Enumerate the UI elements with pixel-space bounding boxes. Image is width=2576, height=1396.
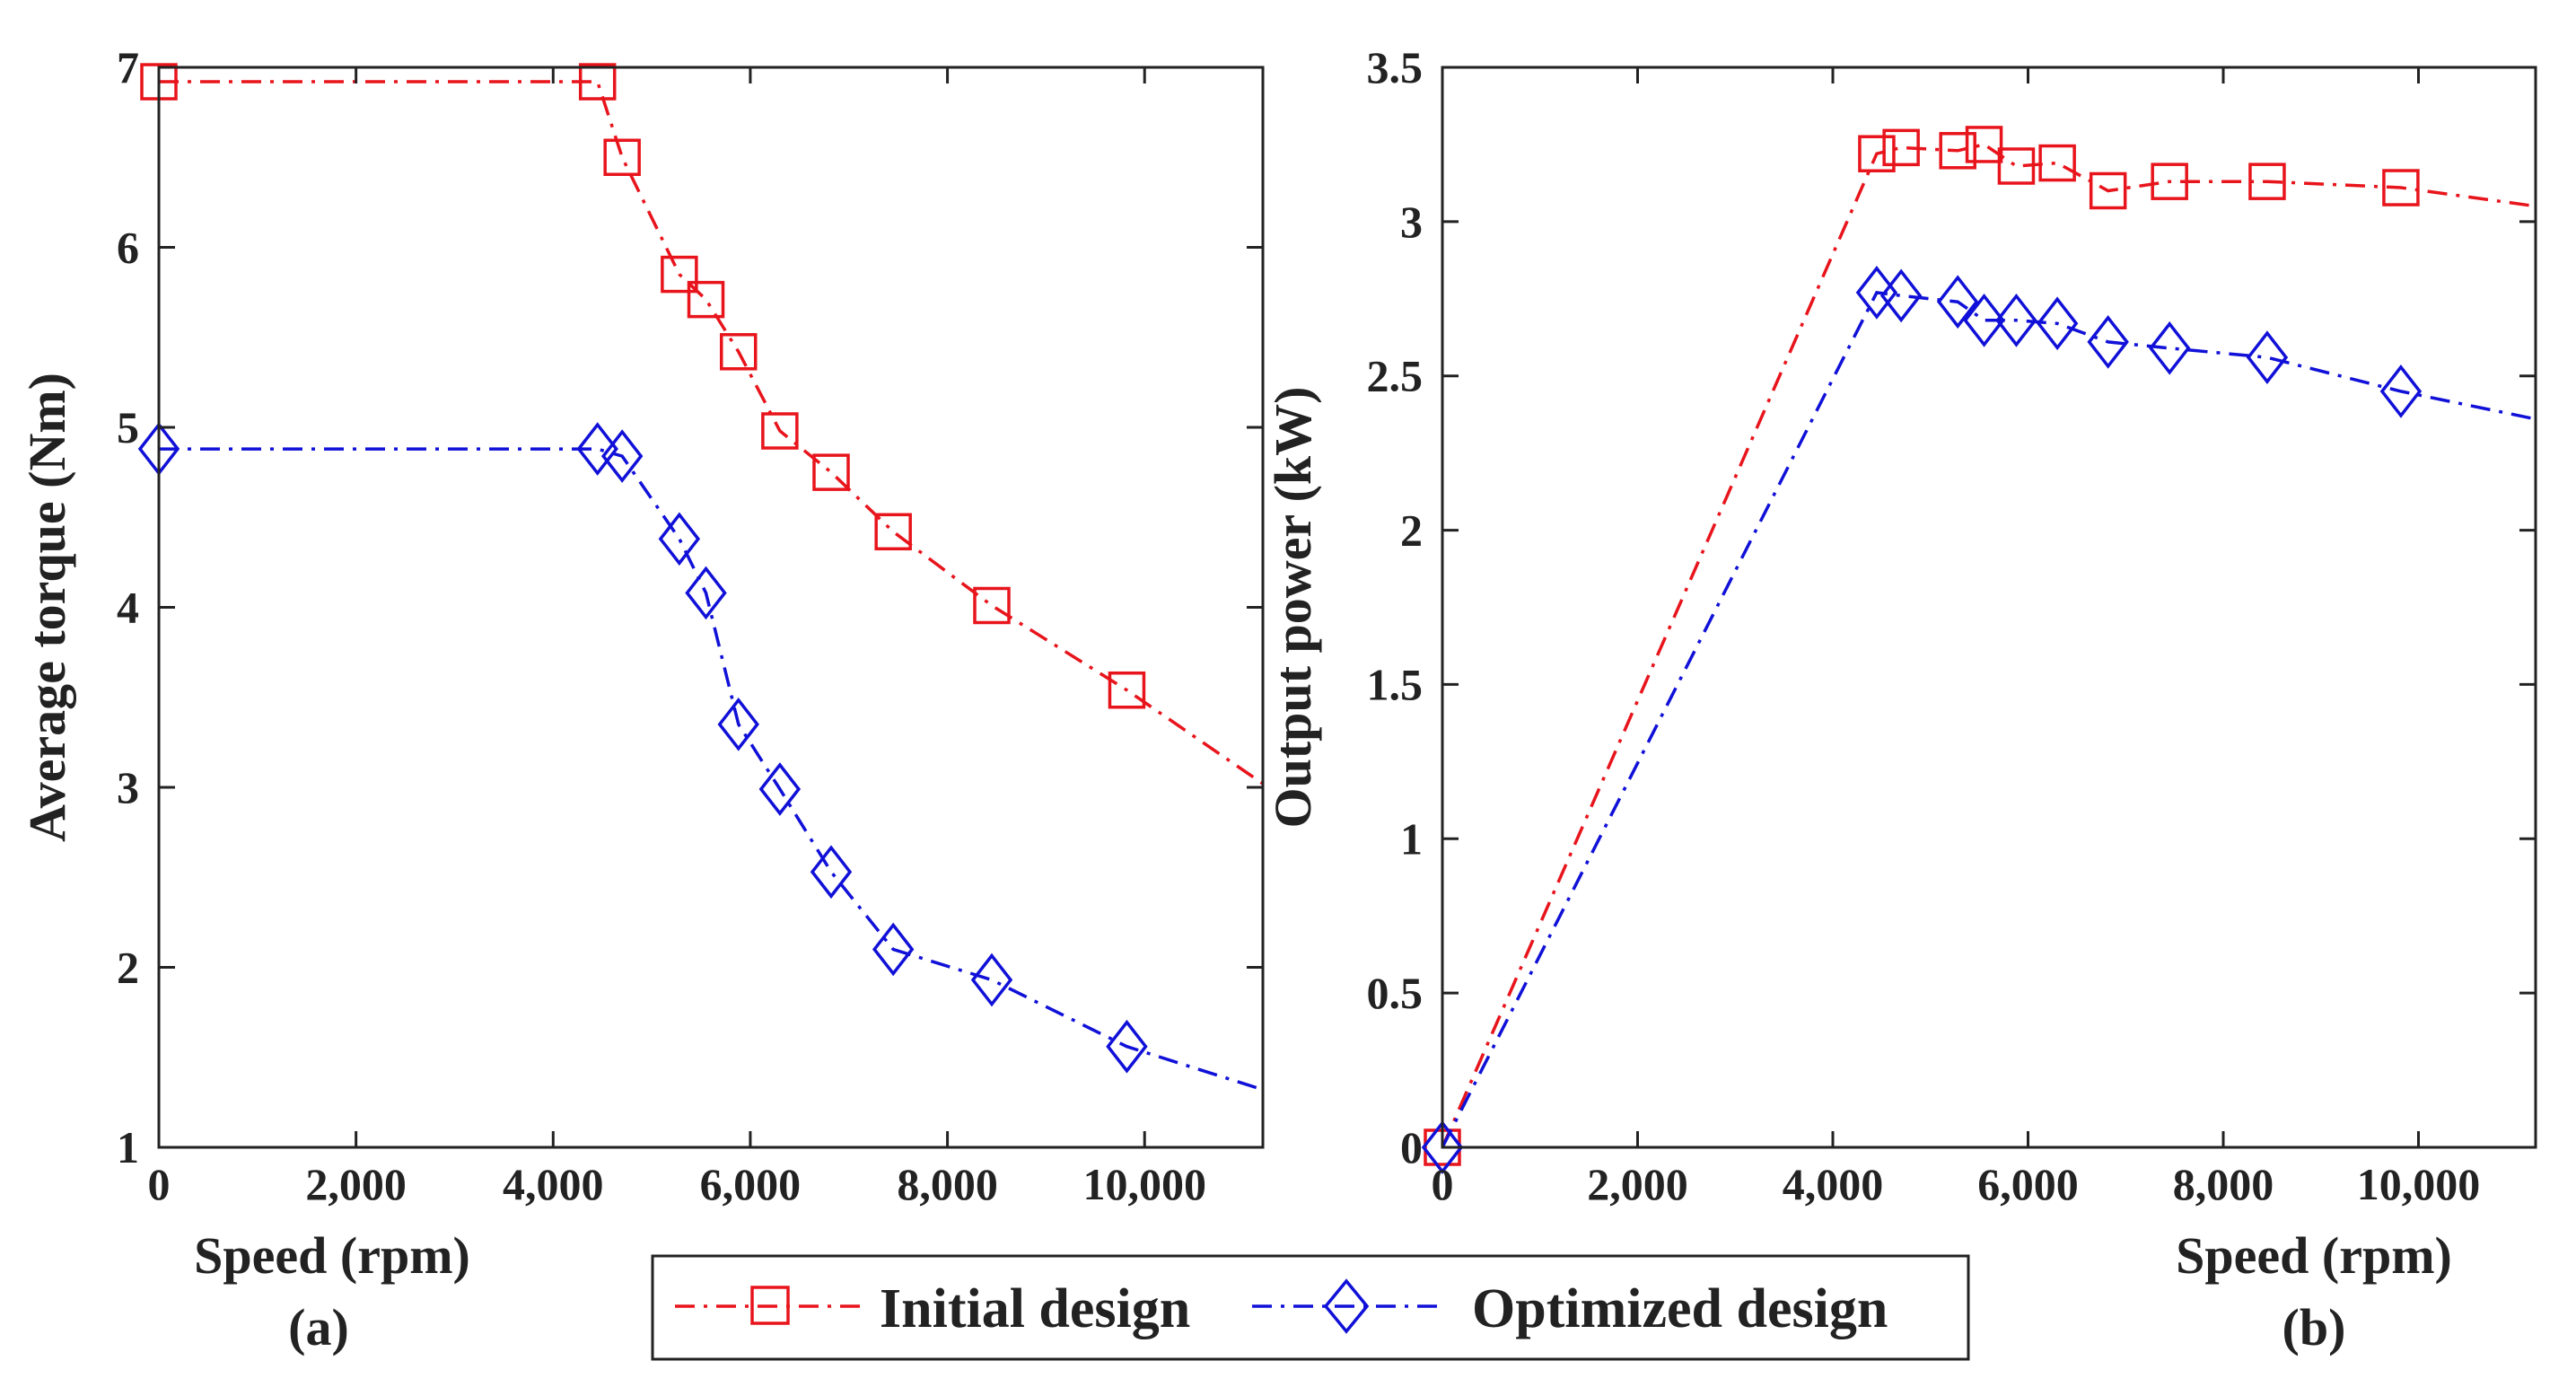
panel-a-x-axis-label: Speed (rpm)	[194, 1226, 470, 1285]
series-line-initial-design	[1441, 143, 2537, 1148]
data-point-square	[2382, 169, 2420, 206]
data-point-square	[1108, 671, 1146, 709]
panel-b-ticks: 0 2,000 4,000 6,000 8,000 10,000 0 0.5 1 1.5 2 2.5 3…	[1367, 42, 2536, 1209]
legend: Initial design Optimized design	[651, 1254, 1970, 1361]
series-line-optimized-design	[1441, 291, 2537, 1148]
data-point-square	[687, 280, 725, 319]
data-point-diamond	[600, 429, 644, 483]
panel-a-label: (a)	[288, 1298, 349, 1356]
data-point-square	[2089, 171, 2127, 210]
panel-a-torque-chart: 0 2,000 4,000 6,000 8,000 10,000 1 2 3 4 5 6 7 Speed…	[18, 42, 1265, 1356]
data-point-diamond	[2036, 296, 2079, 351]
y-tick-label: 3	[1400, 197, 1423, 247]
legend-label-optimized-design: Optimized design	[1472, 1278, 1888, 1339]
data-point-diamond	[2087, 315, 2129, 369]
data-point-diamond	[758, 762, 802, 816]
x-tick-label: 2,000	[305, 1159, 407, 1209]
panel-b-plot-area	[1421, 126, 2537, 1174]
y-tick-label: 3	[117, 762, 139, 812]
legend-label-initial-design: Initial design	[880, 1278, 1190, 1339]
y-tick-label: 2	[1400, 505, 1423, 556]
x-tick-label: 4,000	[503, 1159, 604, 1209]
x-tick-label: 8,000	[2173, 1159, 2274, 1209]
panel-b-axes-frame	[1441, 66, 2537, 1149]
data-point-diamond	[970, 953, 1013, 1007]
panel-b-power-chart: 0 2,000 4,000 6,000 8,000 10,000 0 0.5 1 1.5 2 2.5 3…	[1264, 42, 2537, 1356]
y-tick-label: 5	[117, 402, 139, 452]
data-point-square	[761, 412, 799, 450]
x-tick-label: 10,000	[1082, 1159, 1206, 1209]
data-point-diamond	[1421, 1120, 1464, 1174]
y-tick-label: 2	[117, 943, 139, 993]
data-point-square	[603, 138, 641, 176]
y-tick-label: 2.5	[1367, 351, 1424, 401]
legend-item-initial-design: Initial design	[675, 1278, 1190, 1339]
data-point-diamond	[2379, 364, 2423, 418]
data-point-diamond	[1995, 293, 2037, 347]
y-tick-label: 1	[1400, 813, 1423, 864]
x-tick-label: 6,000	[700, 1159, 802, 1209]
data-point-square	[1997, 147, 2036, 185]
panel-b-x-axis-label: Speed (rpm)	[2176, 1226, 2452, 1285]
y-tick-label: 4	[117, 583, 139, 633]
panel-a-axes-frame	[157, 66, 1265, 1149]
data-point-square	[812, 453, 850, 491]
data-point-diamond	[1936, 275, 1979, 329]
x-tick-label: 2,000	[1587, 1159, 1688, 1209]
panel-b-y-axis-label: Output power (kW)	[1264, 387, 1322, 829]
data-point-diamond	[576, 422, 618, 476]
data-point-square	[2248, 162, 2286, 200]
data-point-diamond	[2246, 330, 2289, 384]
data-point-diamond	[658, 512, 701, 566]
x-tick-label: 8,000	[897, 1159, 998, 1209]
data-point-diamond	[810, 845, 853, 900]
panel-a-plot-area	[137, 63, 1264, 1092]
data-point-square	[2151, 162, 2188, 200]
y-tick-label: 3.5	[1367, 42, 1424, 92]
data-point-square	[874, 513, 912, 551]
data-point-diamond	[717, 697, 759, 751]
data-point-square	[578, 63, 617, 101]
data-point-diamond	[872, 922, 915, 977]
x-tick-label: 10,000	[2357, 1159, 2481, 1209]
legend-diamond-marker	[1323, 1278, 1370, 1334]
data-point-diamond	[685, 566, 727, 620]
data-point-diamond	[2148, 320, 2191, 375]
data-point-square	[1939, 132, 1976, 170]
legend-square-marker	[750, 1286, 790, 1325]
data-point-diamond	[1106, 1019, 1148, 1074]
y-tick-label: 1	[117, 1122, 139, 1172]
data-point-square	[1965, 126, 2003, 163]
series-line-initial-design	[159, 80, 1264, 786]
data-point-square	[720, 333, 758, 371]
panel-a-y-axis-label: Average torque (Nm)	[18, 373, 76, 842]
panel-b-label: (b)	[2282, 1298, 2346, 1356]
x-tick-label: 4,000	[1783, 1159, 1884, 1209]
y-tick-label: 1.5	[1367, 659, 1424, 709]
data-point-square	[2038, 144, 2076, 182]
data-point-diamond	[1879, 268, 1923, 323]
data-point-square	[661, 255, 698, 294]
data-point-square	[1882, 128, 1920, 167]
x-tick-label: 0	[1432, 1159, 1454, 1209]
x-tick-label: 0	[148, 1159, 171, 1209]
y-tick-label: 0.5	[1367, 968, 1424, 1018]
series-line-optimized-design	[159, 447, 1264, 1092]
x-tick-label: 6,000	[1977, 1159, 2079, 1209]
y-tick-label: 6	[117, 223, 139, 273]
legend-item-optimized-design: Optimized design	[1252, 1278, 1888, 1339]
data-point-square	[1858, 135, 1896, 172]
data-point-square	[973, 586, 1011, 625]
data-point-diamond	[1963, 293, 2005, 347]
y-tick-label: 7	[117, 42, 139, 92]
y-tick-label: 0	[1400, 1122, 1423, 1172]
panel-a-ticks: 0 2,000 4,000 6,000 8,000 10,000 1 2 3 4 5 6 7	[117, 42, 1263, 1209]
